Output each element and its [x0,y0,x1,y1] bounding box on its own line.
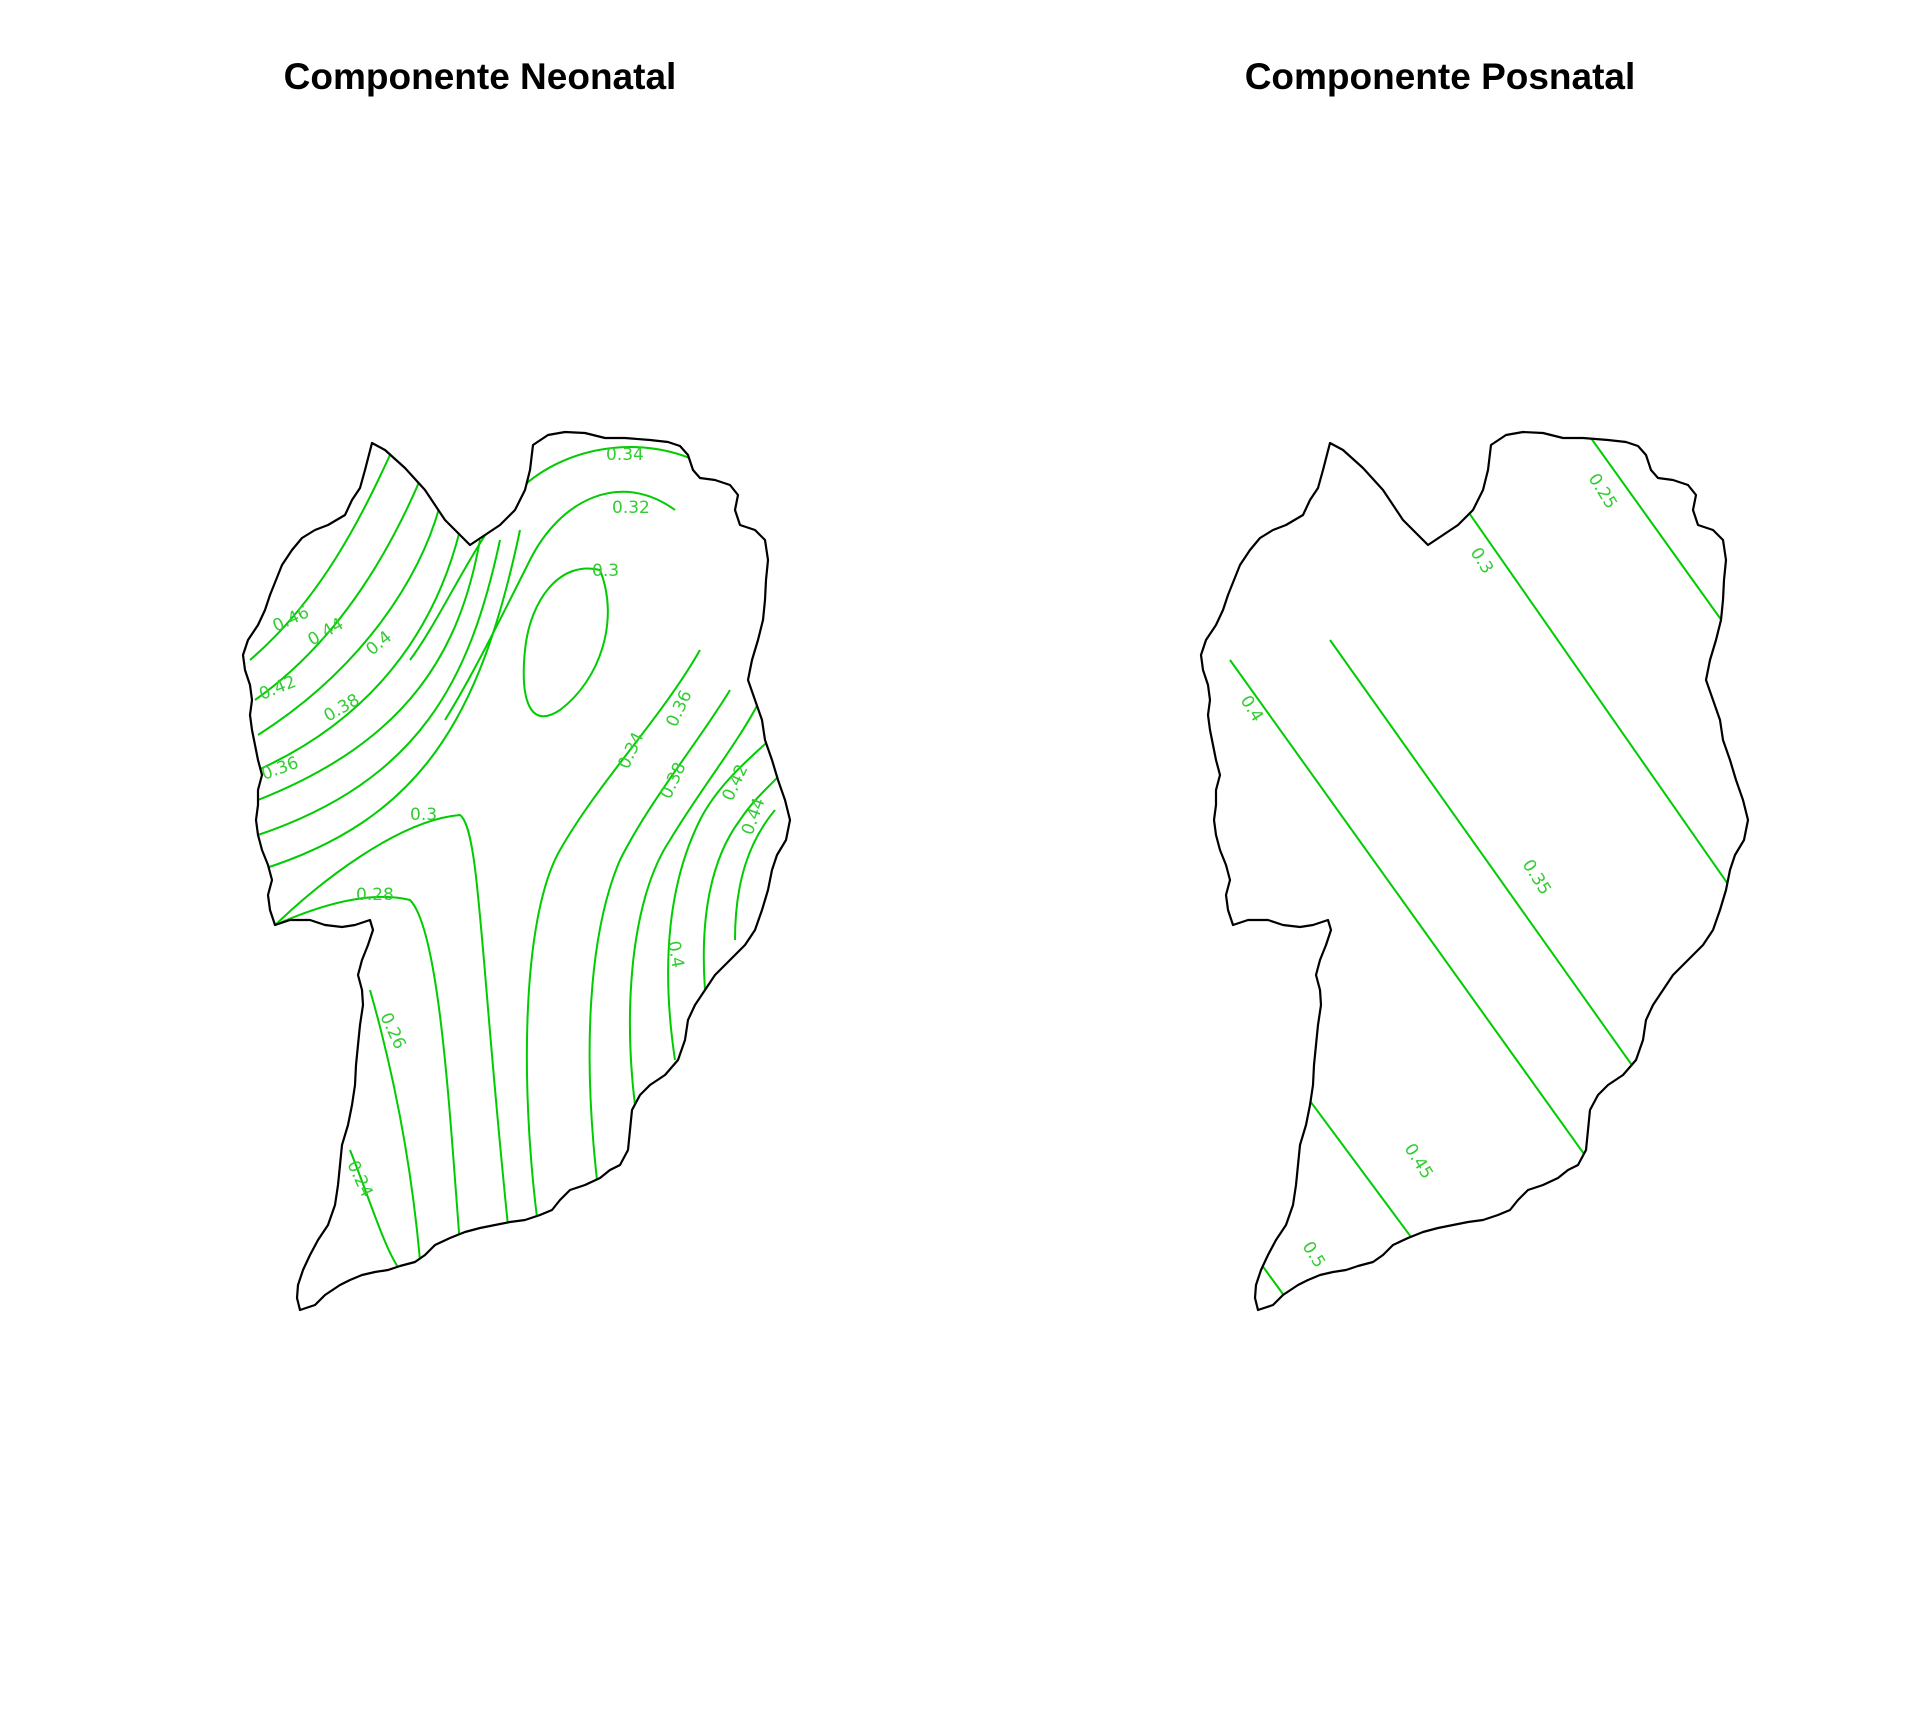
contour-label: 0.42 [256,672,299,705]
contour-label: 0.36 [259,753,301,785]
contour-label: 0.4 [362,627,396,660]
contour-label: 0.35 [1518,856,1555,899]
contour-map-posnatal: 0.25 0.3 0.4 0.35 0.45 0.5 [1199,430,1750,1312]
contour-label: 0.34 [614,729,648,772]
contour-lines-posnatal [1201,432,1748,1310]
contour-map-neonatal: 0.34 0.32 0.3 0.46 0.44 0.4 0.42 0.38 0.… [241,430,792,1312]
contour-label: 0.4 [663,939,687,969]
map-panel-neonatal: Componente Neonatal [241,56,792,1312]
contour-label: 0.45 [1400,1140,1437,1183]
contour-label: 0.5 [1298,1238,1329,1272]
contour-label: 0.32 [612,498,650,518]
contour-label: 0.28 [356,885,394,905]
contour-label: 0.3 [410,805,437,825]
contour-label: 0.3 [592,561,619,581]
contour-label: 0.38 [321,690,364,726]
contour-label: 0.24 [342,1158,376,1201]
contour-label: 0.42 [718,761,752,804]
contour-labels-posnatal: 0.25 0.3 0.4 0.35 0.45 0.5 [1236,470,1621,1272]
region-border-posnatal [1199,430,1750,1312]
contour-label: 0.36 [662,687,696,730]
map-title-posnatal: Componente Posnatal [1244,56,1636,97]
contour-label: 0.3 [1466,544,1497,578]
contour-label: 0.4 [1236,692,1267,726]
contour-label: 0.25 [1584,470,1621,513]
contour-label: 0.44 [738,795,770,837]
map-title-neonatal: Componente Neonatal [283,56,677,97]
contour-label: 0.38 [656,759,690,802]
contour-lines-neonatal [249,446,790,1271]
region-border-neonatal [241,430,792,1312]
contour-label: 0.34 [606,445,644,465]
map-panel-posnatal: Componente Posnatal 0.25 0.3 0.4 0.35 0.… [960,0,1920,1728]
